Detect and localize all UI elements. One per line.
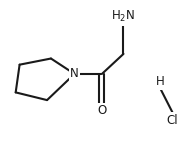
Text: $\mathregular{H_2N}$: $\mathregular{H_2N}$ <box>111 9 136 24</box>
Text: Cl: Cl <box>167 114 178 127</box>
Text: O: O <box>97 104 107 117</box>
Text: H: H <box>156 75 165 88</box>
Text: N: N <box>70 67 79 80</box>
